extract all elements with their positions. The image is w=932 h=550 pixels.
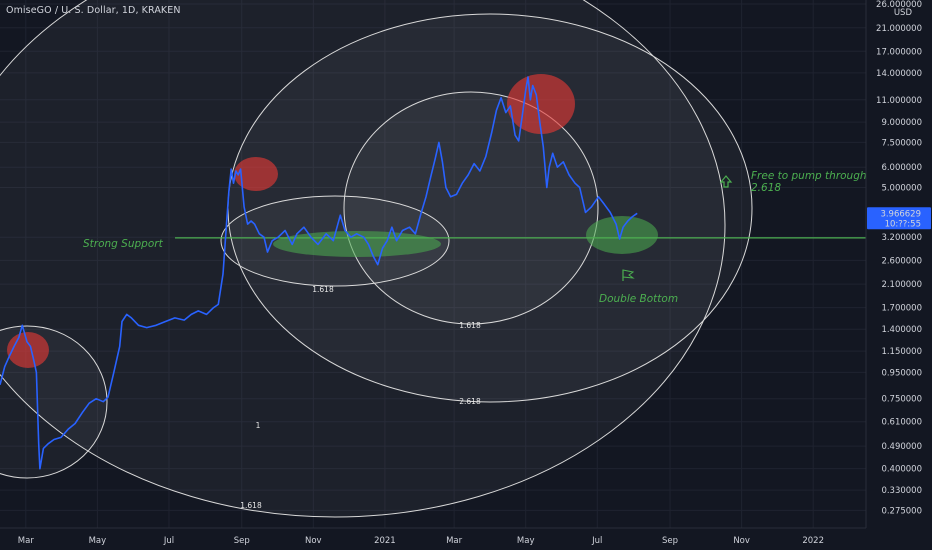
fib-level-label: 2.618 — [459, 397, 481, 406]
strong-support-label: Strong Support — [83, 238, 164, 250]
price-axis-tick-label: 0.750000 — [881, 395, 922, 405]
price-axis-tick-label: 14.000000 — [876, 69, 922, 79]
price-axis-tick-label: 0.275000 — [881, 506, 922, 516]
price-axis-tick-label: 17.000000 — [876, 47, 922, 57]
time-axis-tick-label: 2021 — [374, 536, 396, 546]
time-axis-tick-label: Nov — [733, 536, 750, 546]
double-bottom-label: Double Bottom — [599, 293, 678, 305]
current-price-tag[interactable] — [867, 207, 931, 230]
current-price-value: 3.966629 — [880, 209, 921, 219]
price-axis-tick-label: 3.200000 — [881, 233, 922, 243]
time-axis-tick-label: Jul — [591, 536, 602, 546]
price-axis-tick-label: 1.400000 — [881, 325, 922, 335]
time-axis-tick-label: Nov — [305, 536, 322, 546]
time-axis-tick-label: May — [517, 536, 535, 546]
green-highlight — [586, 216, 658, 254]
red-highlight — [7, 332, 49, 368]
time-axis-tick-label: Sep — [234, 536, 250, 546]
price-axis-tick-label: 0.490000 — [881, 442, 922, 452]
price-axis-tick-label: 21.000000 — [876, 24, 922, 34]
price-axis-bg — [866, 0, 932, 550]
fib-level-label: 1 — [256, 421, 261, 430]
price-axis-tick-label: 1.150000 — [881, 347, 922, 357]
time-axis-tick-label: May — [89, 536, 107, 546]
currency-label: USD — [894, 8, 913, 18]
time-axis-tick-label: 2022 — [802, 536, 824, 546]
time-axis-bg — [0, 528, 932, 550]
price-line[interactable] — [0, 76, 638, 470]
flag-cloth — [622, 269, 635, 279]
time-axis-tick-label: Mar — [446, 536, 463, 546]
price-axis-tick-label: 0.950000 — [881, 368, 922, 378]
price-axis-tick-label: 1.700000 — [881, 304, 922, 314]
price-axis-tick-label: 6.000000 — [881, 163, 922, 173]
price-axis-tick-label: 26.000000 — [876, 0, 922, 10]
time-axis-tick-label: Mar — [18, 536, 35, 546]
fib-level-label: 1.618 — [240, 501, 262, 510]
flag-icon — [622, 269, 635, 281]
price-axis-tick-label: 2.100000 — [881, 280, 922, 290]
countdown-label: 10:??:55 — [885, 219, 921, 229]
price-axis-tick-label: 0.610000 — [881, 418, 922, 428]
time-axis-tick-label: Jul — [163, 536, 174, 546]
arrow-up-shape — [719, 175, 733, 188]
price-axis-tick-label: 7.500000 — [881, 138, 922, 148]
free-to-pump-label: 2.618 — [751, 182, 781, 194]
red-highlight — [234, 157, 278, 191]
price-axis-tick-label: 2.600000 — [881, 256, 922, 266]
price-axis-tick-label: 0.330000 — [881, 486, 922, 496]
price-axis-tick-label: 9.000000 — [881, 118, 922, 128]
green-highlight — [273, 231, 441, 257]
price-axis-tick-label: 5.000000 — [881, 184, 922, 194]
fib-circle[interactable] — [343, 91, 599, 325]
price-axis-tick-label: 0.400000 — [881, 465, 922, 475]
fib-level-label: 1.618 — [312, 285, 334, 294]
price-axis-tick-label: 11.000000 — [876, 96, 922, 106]
fib-level-label: 1.618 — [459, 321, 481, 330]
symbol-title: OmiseGO / U. S. Dollar, 1D, KRAKEN — [6, 5, 181, 16]
red-highlight — [507, 74, 575, 134]
arrow-up-icon — [719, 175, 733, 188]
time-axis-tick-label: Sep — [662, 536, 678, 546]
free-to-pump-label: Free to pump through — [751, 170, 867, 182]
